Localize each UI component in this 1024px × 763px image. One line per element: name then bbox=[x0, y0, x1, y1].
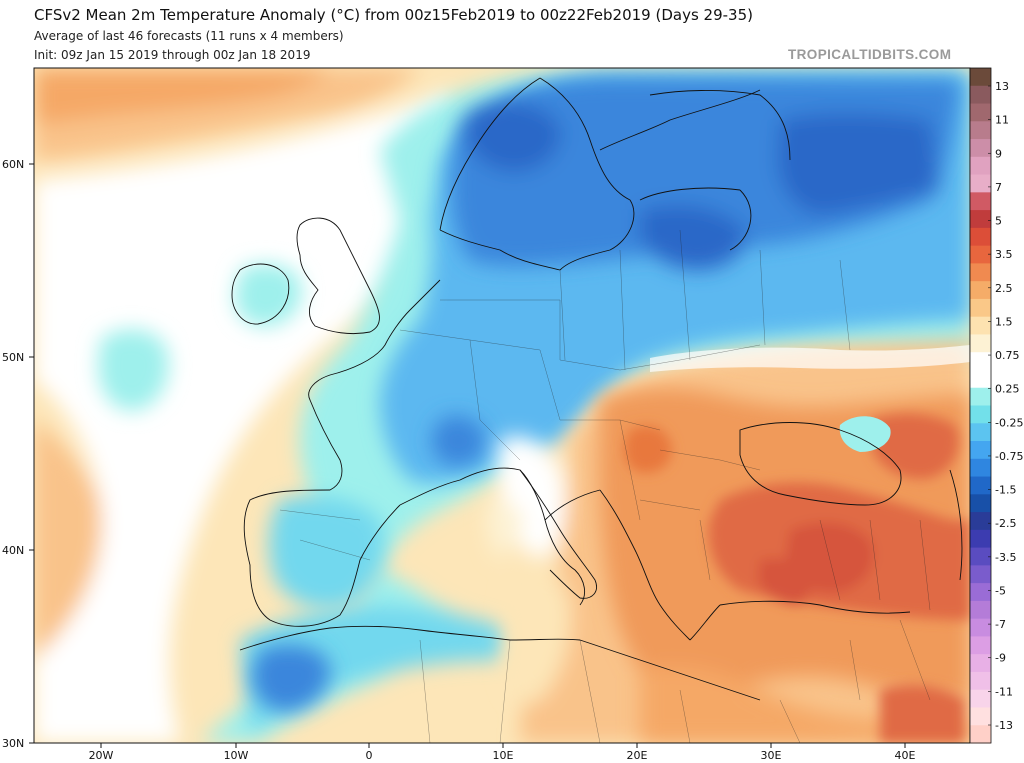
colorbar-swatch bbox=[970, 636, 991, 655]
colorbar-swatch bbox=[970, 281, 991, 300]
colorbar-swatches bbox=[970, 68, 991, 744]
colorbar-swatch bbox=[970, 316, 991, 336]
colorbar-label: -13 bbox=[995, 719, 1013, 732]
colorbar-swatch bbox=[970, 476, 991, 495]
colorbar-label: -1.5 bbox=[995, 484, 1016, 497]
colorbar-label: -9 bbox=[995, 652, 1006, 665]
colorbar-label: -0.75 bbox=[995, 450, 1023, 463]
colorbar-label: 2.5 bbox=[995, 282, 1013, 295]
colorbar-swatch bbox=[970, 618, 991, 638]
colorbar-label: -5 bbox=[995, 584, 1006, 597]
colorbar-label: -0.25 bbox=[995, 416, 1023, 429]
colorbar-swatch bbox=[970, 565, 991, 584]
colorbar-swatch bbox=[970, 583, 991, 602]
colorbar-swatch bbox=[970, 210, 991, 229]
lon-label-0: 0 bbox=[366, 749, 373, 762]
colorbar-label: -3.5 bbox=[995, 551, 1016, 564]
colorbar-swatch bbox=[970, 156, 991, 176]
map-title: CFSv2 Mean 2m Temperature Anomaly (°C) f… bbox=[34, 6, 753, 24]
lat-label-40n: 40N bbox=[2, 544, 24, 557]
colorbar-label: 5 bbox=[995, 215, 1002, 228]
lon-label-20e: 20E bbox=[627, 749, 648, 762]
lat-label-60n: 60N bbox=[2, 158, 24, 171]
colorbar-swatch bbox=[970, 512, 991, 531]
colorbar-frame bbox=[969, 67, 992, 744]
colorbar-swatch bbox=[970, 121, 991, 140]
map-subtitle: Average of last 46 forecasts (11 runs x … bbox=[34, 29, 344, 43]
lon-label-30e: 30E bbox=[761, 749, 782, 762]
init-time-line: Init: 09z Jan 15 2019 through 00z Jan 18… bbox=[34, 48, 311, 62]
colorbar-labels: 13 11 9 7 5 3.5 2.5 1.5 0.75 0.25 -0.25 -0.75 -1.5 -2… bbox=[988, 80, 1023, 732]
colorbar-swatch bbox=[970, 458, 991, 478]
colorbar-swatch bbox=[970, 68, 991, 87]
colorbar-label: -7 bbox=[995, 618, 1006, 631]
colorbar-swatch bbox=[970, 139, 991, 158]
anomaly-field bbox=[34, 68, 970, 743]
lon-label-10e: 10E bbox=[493, 749, 514, 762]
lon-axis: 20W 10W 0 10E 20E 30E 40E bbox=[89, 743, 916, 762]
coastlines bbox=[231, 77, 963, 701]
colorbar-swatch bbox=[970, 423, 991, 442]
colorbar-swatch bbox=[970, 192, 991, 211]
colorbar-swatch bbox=[970, 245, 991, 264]
colorbar-swatch bbox=[970, 725, 991, 744]
colorbar-swatch bbox=[970, 103, 991, 122]
colorbar-swatch bbox=[970, 405, 991, 424]
colorbar-swatch bbox=[970, 263, 991, 282]
colorbar-label: 3.5 bbox=[995, 248, 1013, 261]
colorbar-swatch bbox=[970, 174, 991, 193]
lon-label-10w: 10W bbox=[224, 749, 249, 762]
colorbar-swatch bbox=[970, 707, 991, 726]
colorbar-swatch bbox=[970, 654, 991, 673]
lat-label-30n: 30N bbox=[2, 737, 24, 750]
colorbar-swatch bbox=[970, 334, 991, 353]
colorbar-swatch bbox=[970, 689, 991, 709]
lon-label-40e: 40E bbox=[895, 749, 916, 762]
lon-label-20w: 20W bbox=[89, 749, 114, 762]
colorbar-swatch bbox=[970, 298, 991, 318]
colorbar-swatch bbox=[970, 387, 991, 407]
colorbar-label: 11 bbox=[995, 114, 1009, 127]
colorbar-label: 0.25 bbox=[995, 383, 1020, 396]
colorbar-label: 13 bbox=[995, 80, 1009, 93]
colorbar-label: 0.75 bbox=[995, 349, 1020, 362]
colorbar-label: -11 bbox=[995, 685, 1013, 698]
colorbar-label: 7 bbox=[995, 181, 1002, 194]
black-sea-patch bbox=[839, 416, 891, 452]
colorbar-swatch bbox=[970, 547, 991, 566]
colorbar-swatch bbox=[970, 85, 991, 105]
colorbar-swatch bbox=[970, 369, 991, 389]
map-header: CFSv2 Mean 2m Temperature Anomaly (°C) f… bbox=[0, 0, 1024, 68]
admin-borders bbox=[279, 229, 931, 743]
lat-axis: 60N 50N 40N 30N bbox=[2, 158, 34, 750]
colorbar-swatch bbox=[970, 227, 991, 247]
colorbar-label: 9 bbox=[995, 147, 1002, 160]
colorbar-swatch bbox=[970, 441, 991, 460]
colorbar-swatch bbox=[970, 352, 991, 371]
colorbar-label: -2.5 bbox=[995, 517, 1016, 530]
lat-label-50n: 50N bbox=[2, 351, 24, 364]
colorbar-swatch bbox=[970, 600, 991, 620]
colorbar-swatch bbox=[970, 494, 991, 513]
colorbar-swatch bbox=[970, 671, 991, 691]
colorbar: 13 11 9 7 5 3.5 2.5 1.5 0.75 0.25 -0.25 -0.75 -1.5 -2… bbox=[969, 67, 1023, 744]
colorbar-label: 1.5 bbox=[995, 315, 1013, 328]
colorbar-swatch bbox=[970, 529, 991, 549]
site-watermark: TROPICALTIDBITS.COM bbox=[788, 47, 952, 62]
